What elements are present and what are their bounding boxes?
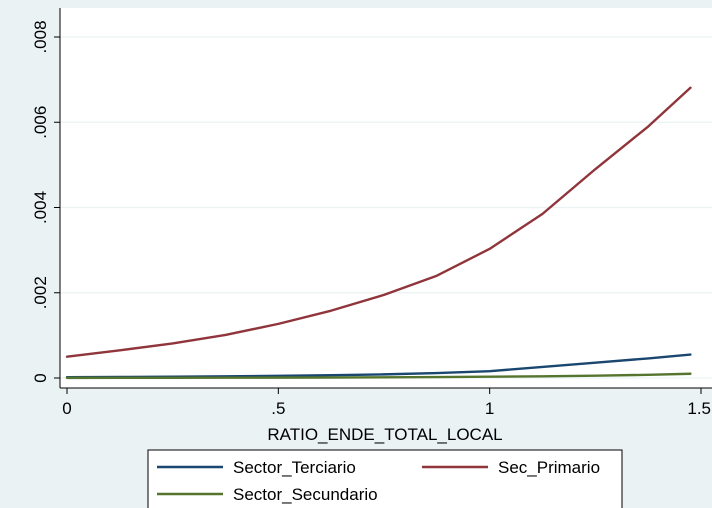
y-tick-label: .006 xyxy=(31,106,50,139)
legend: Sector_Terciario Sec_Primario Sector_Secun… xyxy=(147,449,623,508)
x-tick-label: 0 xyxy=(62,399,71,418)
y-tick-label: .002 xyxy=(31,276,50,309)
y-tick-label: .004 xyxy=(31,191,50,224)
y-tick-label: .008 xyxy=(31,20,50,53)
axes: 0 .002 .004 .006 .008 0 .5 1 1.5 xyxy=(31,8,712,418)
x-tick-label: 1.5 xyxy=(687,399,711,418)
series-line-sector-secundario xyxy=(65,372,692,380)
legend-label: Sec_Primario xyxy=(498,458,600,477)
x-tick-label: 1 xyxy=(485,399,494,418)
series-line-sec-primario xyxy=(65,86,692,358)
legend-label: Sector_Secundario xyxy=(233,485,378,504)
plot-area xyxy=(60,8,712,388)
legend-box xyxy=(147,449,623,508)
legend-label: Sector_Terciario xyxy=(233,458,356,477)
x-tick-label: .5 xyxy=(271,399,285,418)
x-axis-title: RATIO_ENDE_TOTAL_LOCAL xyxy=(267,425,502,444)
series-lines xyxy=(65,86,692,380)
y-tick-label: 0 xyxy=(31,373,50,382)
